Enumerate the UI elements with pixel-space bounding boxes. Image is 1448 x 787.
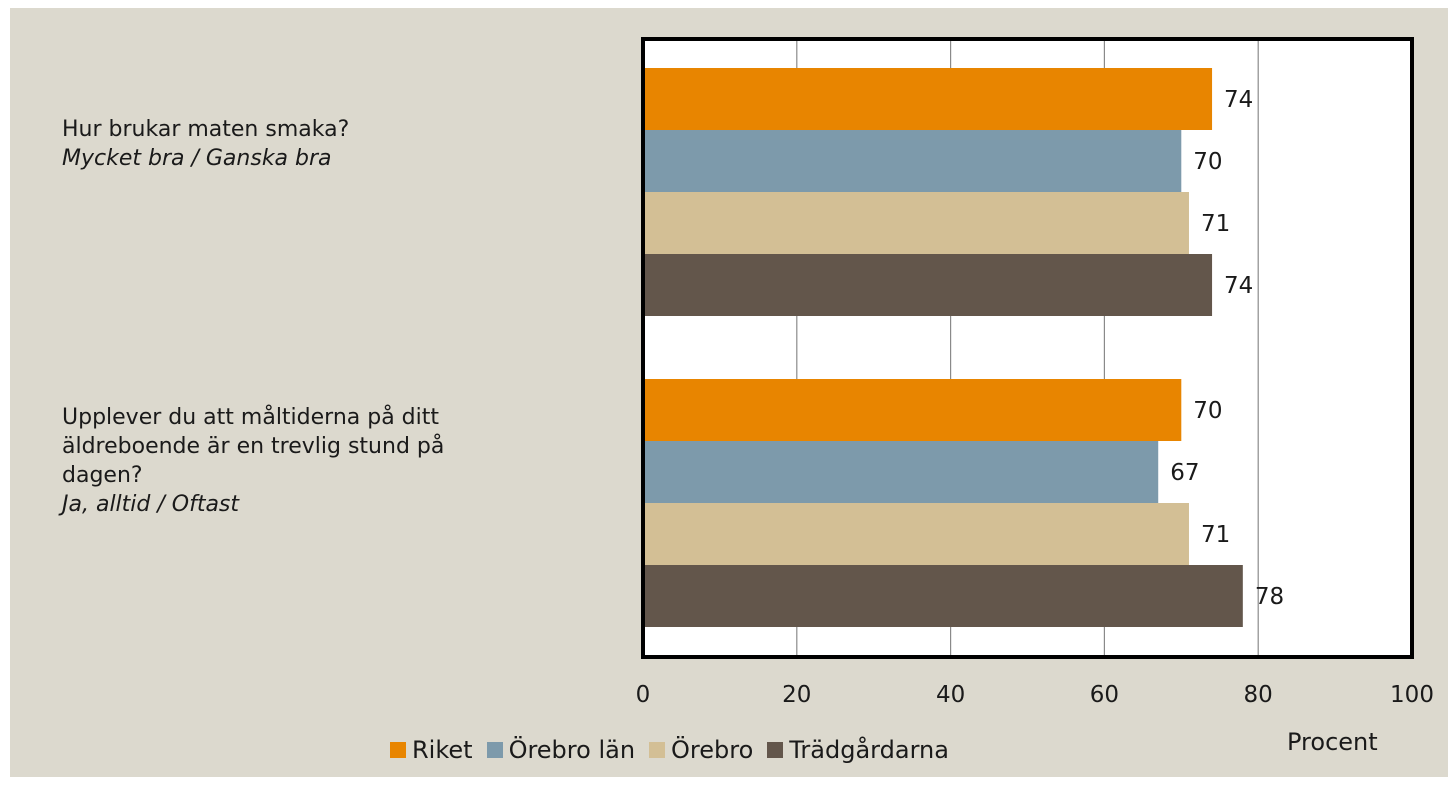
data-label-Trädgårdarna-2: 78 bbox=[1255, 584, 1284, 610]
legend-label: Örebro län bbox=[508, 736, 636, 764]
bar-Riket-1 bbox=[643, 68, 1213, 130]
data-label-Örebro län-1: 70 bbox=[1193, 149, 1222, 175]
x-tick-label-100: 100 bbox=[1390, 682, 1434, 708]
x-tick-label-80: 80 bbox=[1244, 682, 1273, 708]
question-2-answer: Ja, alltid / Oftast bbox=[62, 492, 240, 517]
legend-swatch bbox=[649, 742, 666, 758]
question-2-label: Upplever du att måltiderna på ditt äldre… bbox=[62, 403, 562, 519]
legend-swatch bbox=[767, 742, 784, 758]
legend-label: Riket bbox=[412, 736, 473, 764]
question-2-text-line3: dagen? bbox=[62, 463, 143, 488]
bar-Trädgårdarna-1 bbox=[643, 254, 1213, 316]
bar-Örebro-2 bbox=[643, 503, 1189, 565]
legend-item-Örebro: Örebro bbox=[649, 736, 753, 764]
x-tick-label-60: 60 bbox=[1090, 682, 1119, 708]
data-label-Örebro län-2: 67 bbox=[1170, 460, 1199, 486]
plot-border bbox=[641, 37, 1414, 659]
legend-swatch bbox=[390, 742, 406, 758]
bar-Örebro-1 bbox=[643, 192, 1189, 254]
question-2-text-line1: Upplever du att måltiderna på ditt bbox=[62, 405, 440, 430]
data-label-Örebro-1: 71 bbox=[1201, 211, 1230, 237]
question-1-label: Hur brukar maten smaka? Mycket bra / Gan… bbox=[62, 115, 562, 173]
legend-label: Örebro bbox=[671, 736, 754, 764]
x-axis-unit-label: Procent bbox=[1287, 728, 1378, 756]
data-label-Riket-1: 74 bbox=[1224, 87, 1253, 113]
data-label-Trädgårdarna-1: 74 bbox=[1224, 273, 1253, 299]
x-tick-label-0: 0 bbox=[636, 682, 651, 708]
bar-Riket-2 bbox=[643, 379, 1182, 441]
legend-swatch bbox=[486, 742, 503, 758]
bar-Örebro län-2 bbox=[643, 441, 1159, 503]
bar-Örebro län-1 bbox=[643, 130, 1182, 192]
question-1-text: Hur brukar maten smaka? bbox=[62, 117, 350, 142]
data-label-Riket-2: 70 bbox=[1193, 398, 1222, 424]
legend: Riket Örebro län Örebro Trädgårdarna bbox=[390, 736, 963, 764]
bar-Trädgårdarna-2 bbox=[643, 565, 1243, 627]
legend-item-Örebro län: Örebro län bbox=[486, 736, 636, 764]
x-tick-label-20: 20 bbox=[782, 682, 811, 708]
legend-item-Riket: Riket bbox=[390, 736, 473, 764]
question-1-answer: Mycket bra / Ganska bra bbox=[62, 146, 332, 171]
legend-label: Trädgårdarna bbox=[789, 736, 949, 764]
data-label-Örebro-2: 71 bbox=[1201, 522, 1230, 548]
legend-item-Trädgårdarna: Trädgårdarna bbox=[767, 736, 949, 764]
question-2-text-line2: äldreboende är en trevlig stund på bbox=[62, 434, 445, 459]
x-tick-label-40: 40 bbox=[936, 682, 965, 708]
